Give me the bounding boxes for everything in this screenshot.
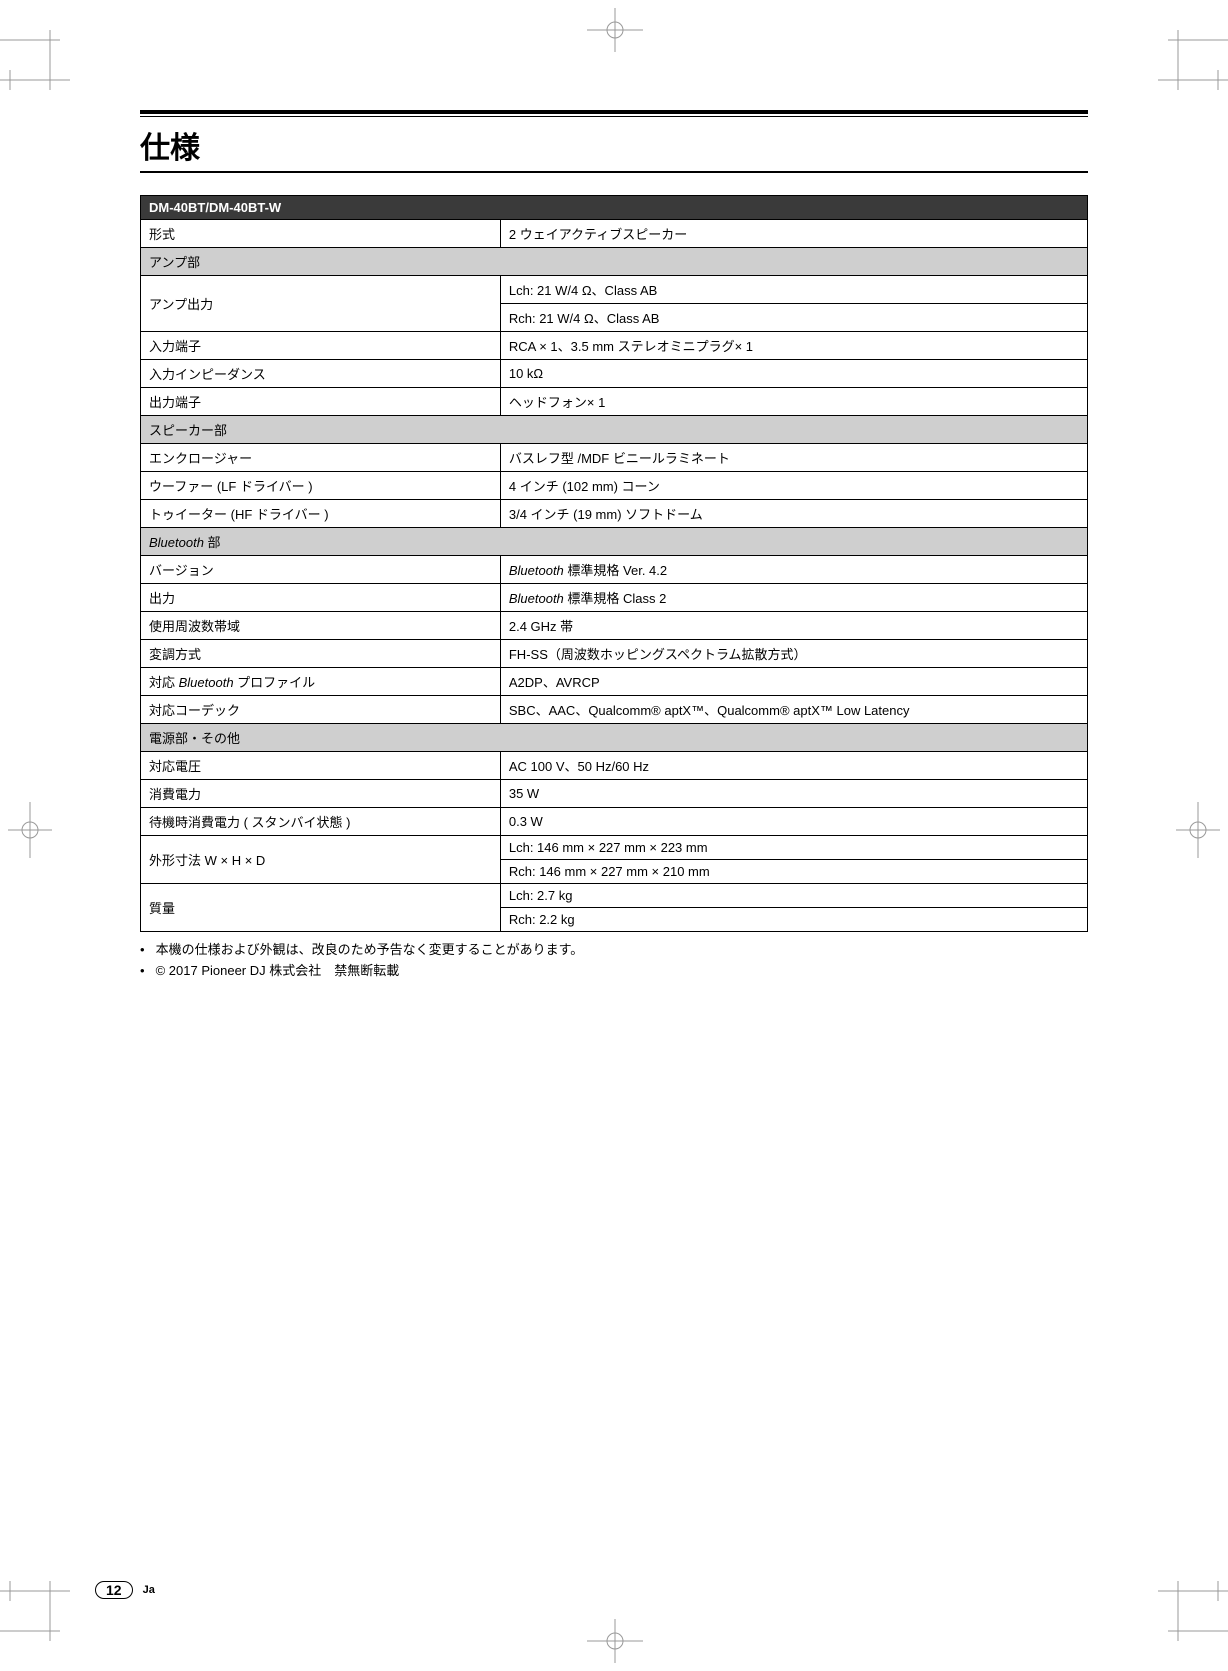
model-header: DM-40BT/DM-40BT-W [141, 196, 1088, 220]
page-content: 仕様 DM-40BT/DM-40BT-W 形式 2 ウェイアクティブスピーカー … [140, 110, 1088, 982]
section-header: アンプ部 [141, 248, 1088, 276]
row-label: 使用周波数帯域 [141, 612, 501, 640]
row-value: 2.4 GHz 帯 [500, 612, 1087, 640]
row-label: 入力インピーダンス [141, 360, 501, 388]
bt-italic: Bluetooth [509, 563, 564, 578]
spec-table: DM-40BT/DM-40BT-W 形式 2 ウェイアクティブスピーカー アンプ… [140, 195, 1088, 932]
row-value: Lch: 21 W/4 Ω、Class AB [500, 276, 1087, 304]
lbl-pre: 対応 [149, 675, 179, 690]
row-value: 4 インチ (102 mm) コーン [500, 472, 1087, 500]
row-label: 消費電力 [141, 780, 501, 808]
row-value: Rch: 146 mm × 227 mm × 210 mm [500, 860, 1087, 884]
page-number: 12 [95, 1581, 133, 1599]
bt-italic: Bluetooth [149, 535, 204, 550]
row-value: FH-SS（周波数ホッピングスペクトラム拡散方式） [500, 640, 1087, 668]
row-label: エンクロージャー [141, 444, 501, 472]
row-label: 出力端子 [141, 388, 501, 416]
bt-italic: Bluetooth [509, 591, 564, 606]
footnote: © 2017 Pioneer DJ 株式会社 禁無断転載 [140, 961, 1088, 982]
row-value: Lch: 2.7 kg [500, 884, 1087, 908]
row-label: 対応コーデック [141, 696, 501, 724]
lbl-suf: プロファイル [234, 675, 316, 690]
row-value: 35 W [500, 780, 1087, 808]
row-value: AC 100 V、50 Hz/60 Hz [500, 752, 1087, 780]
section-title: 仕様 [140, 123, 1088, 173]
row-label: 形式 [141, 220, 501, 248]
row-label: 出力 [141, 584, 501, 612]
section-header: Bluetooth 部 [141, 528, 1088, 556]
section-header: 電源部・その他 [141, 724, 1088, 752]
row-value: Bluetooth 標準規格 Ver. 4.2 [500, 556, 1087, 584]
row-value: SBC、AAC、Qualcomm® aptX™、Qualcomm® aptX™ … [500, 696, 1087, 724]
lang-code: Ja [143, 1584, 155, 1596]
footnotes: 本機の仕様および外観は、改良のため予告なく変更することがあります。 © 2017… [140, 940, 1088, 982]
row-label: 対応 Bluetooth プロファイル [141, 668, 501, 696]
row-label: バージョン [141, 556, 501, 584]
row-label: トゥイーター (HF ドライバー ) [141, 500, 501, 528]
row-value: 10 kΩ [500, 360, 1087, 388]
row-label: 待機時消費電力 ( スタンバイ状態 ) [141, 808, 501, 836]
row-value: Rch: 2.2 kg [500, 908, 1087, 932]
row-label: 入力端子 [141, 332, 501, 360]
row-label: 質量 [141, 884, 501, 932]
bt-suf: 標準規格 Class 2 [564, 591, 667, 606]
row-value: RCA × 1、3.5 mm ステレオミニプラグ× 1 [500, 332, 1087, 360]
lbl-it: Bluetooth [179, 675, 234, 690]
row-value: Bluetooth 標準規格 Class 2 [500, 584, 1087, 612]
row-label: 変調方式 [141, 640, 501, 668]
row-value: ヘッドフォン× 1 [500, 388, 1087, 416]
row-value: Rch: 21 W/4 Ω、Class AB [500, 304, 1087, 332]
row-label: ウーファー (LF ドライバー ) [141, 472, 501, 500]
section-header: スピーカー部 [141, 416, 1088, 444]
row-value: A2DP、AVRCP [500, 668, 1087, 696]
row-label: 対応電圧 [141, 752, 501, 780]
bt-suf: 部 [204, 535, 221, 550]
row-value: 2 ウェイアクティブスピーカー [500, 220, 1087, 248]
row-value: Lch: 146 mm × 227 mm × 223 mm [500, 836, 1087, 860]
bt-suf: 標準規格 Ver. 4.2 [564, 563, 667, 578]
footnote: 本機の仕様および外観は、改良のため予告なく変更することがあります。 [140, 940, 1088, 961]
top-rule [140, 110, 1088, 117]
page-footer: 12 Ja [95, 1581, 155, 1599]
row-value: 0.3 W [500, 808, 1087, 836]
row-value: 3/4 インチ (19 mm) ソフトドーム [500, 500, 1087, 528]
row-value: バスレフ型 /MDF ビニールラミネート [500, 444, 1087, 472]
row-label: アンプ出力 [141, 276, 501, 332]
row-label: 外形寸法 W × H × D [141, 836, 501, 884]
